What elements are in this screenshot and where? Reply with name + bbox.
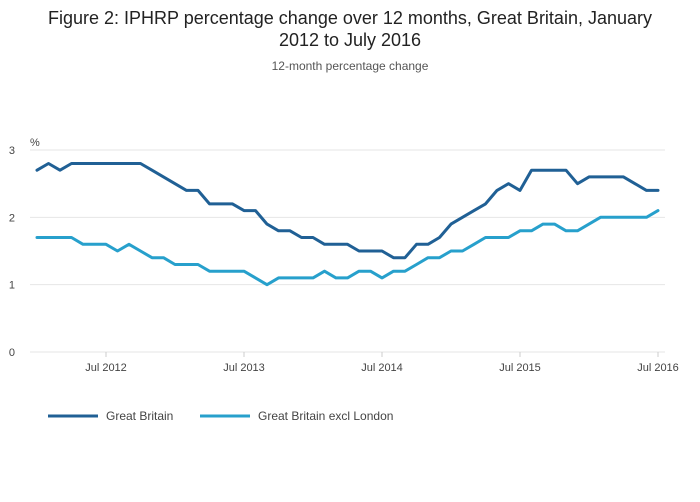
series-line-great-britain xyxy=(35,162,660,260)
legend-label: Great Britain xyxy=(106,409,173,423)
legend: Great Britain Great Britain excl London xyxy=(48,409,393,423)
y-tick-label: 3 xyxy=(9,145,15,157)
x-tick-label: Jul 2014 xyxy=(361,362,403,374)
y-tick-label: 2 xyxy=(9,212,15,224)
chart-subtitle: 12-month percentage change xyxy=(272,59,429,73)
x-tick-label: Jul 2012 xyxy=(85,362,127,374)
y-axis-ticks: 0 1 2 3 xyxy=(9,145,15,359)
x-tick-label: Jul 2016 xyxy=(637,362,679,374)
y-tick-label: 0 xyxy=(9,347,15,359)
series-line-great-britain-excl-london xyxy=(35,209,660,287)
chart-title-line-1: Figure 2: IPHRP percentage change over 1… xyxy=(48,8,652,28)
legend-label: Great Britain excl London xyxy=(258,409,393,423)
x-tick-label: Jul 2013 xyxy=(223,362,265,374)
series-lines xyxy=(35,162,660,287)
x-tick-label: Jul 2015 xyxy=(499,362,541,374)
gridlines xyxy=(30,149,665,353)
y-tick-label: 1 xyxy=(9,280,15,292)
y-axis-unit-label: % xyxy=(30,137,40,149)
x-axis-ticks: Jul 2012 Jul 2013 Jul 2014 Jul 2015 Jul 2016 xyxy=(85,352,679,374)
chart-title-line-2: 2012 to July 2016 xyxy=(279,30,421,50)
